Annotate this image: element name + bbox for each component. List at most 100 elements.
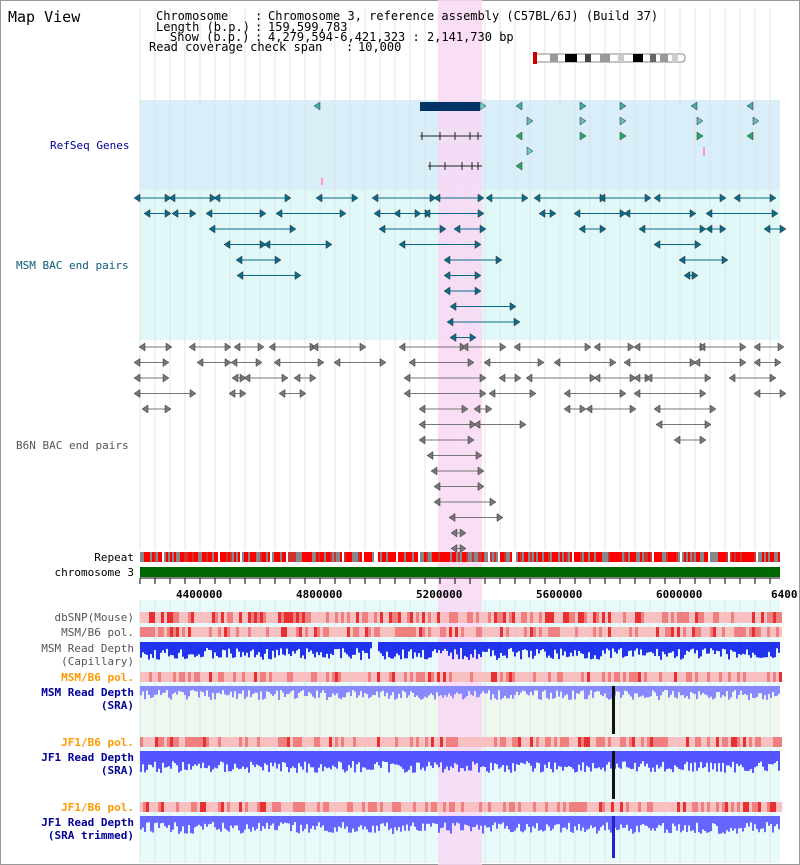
bac-end — [678, 255, 686, 265]
jf1-depth-trim — [736, 816, 738, 834]
jf1-pol-band — [452, 802, 455, 812]
msm-depth-capillary — [484, 642, 486, 653]
track-label-msm-bac[interactable]: MSM BAC end pairs — [16, 259, 129, 272]
jf1-pol-band — [362, 737, 365, 747]
msm-depth-sra — [654, 686, 656, 693]
jf1-pol-band — [770, 802, 773, 812]
jf1-pol-band — [320, 737, 323, 747]
jf1-depth-sra — [726, 751, 728, 766]
repeat-segment — [152, 552, 154, 562]
bac-end — [473, 420, 481, 429]
bac-end — [633, 389, 641, 398]
msm-depth-sra — [690, 686, 692, 693]
repeat-segment — [236, 552, 238, 562]
jf1-depth-trim — [442, 816, 444, 828]
msm-depth-sra — [294, 686, 296, 699]
msm-pol-band — [413, 672, 416, 682]
bac-end — [281, 373, 289, 383]
repeat-segment — [668, 552, 670, 562]
msm-depth-capillary — [632, 642, 634, 657]
dbsnp-band — [272, 612, 275, 623]
msm-depth-capillary — [608, 642, 610, 651]
bac-end — [379, 358, 387, 367]
jf1-pol-band — [167, 802, 170, 812]
jf1-depth-trim — [494, 816, 496, 823]
jf1-depth-trim — [658, 816, 660, 825]
msm-pol-band — [620, 672, 623, 682]
jf1-pol-band — [230, 737, 233, 747]
repeat-segment — [444, 552, 446, 562]
dbsnp-band — [449, 612, 452, 623]
msm-depth-sra — [520, 686, 522, 693]
jf1-depth-trim — [192, 816, 194, 834]
msm-pol-band — [779, 627, 782, 637]
jf1-pol-band — [611, 737, 614, 747]
msm-pol-band — [143, 672, 146, 682]
jf1-depth-sra — [708, 751, 710, 772]
msm-depth-sra — [564, 686, 566, 696]
axis-tick-label: 6400 — [771, 588, 798, 601]
jf1-pol-band — [419, 737, 422, 747]
repeat-segment — [664, 552, 666, 562]
msm-pol-band — [419, 672, 422, 682]
jf1-depth-trim — [294, 816, 296, 823]
jf1-pol-band — [587, 802, 590, 812]
jf1-depth-trim — [552, 816, 554, 829]
jf1-pol-band — [605, 802, 608, 812]
msm-pol-band — [506, 672, 509, 682]
jf1-depth-sra — [772, 751, 774, 765]
jf1-depth-sra — [156, 751, 158, 773]
ideogram-band — [672, 54, 678, 62]
jf1-pol-band — [332, 737, 335, 747]
msm-pol-band — [299, 627, 302, 637]
msm-depth-capillary — [450, 642, 452, 653]
dbsnp-band — [398, 612, 401, 623]
jf1-depth-sra — [774, 751, 776, 763]
msm-pol-band — [314, 672, 317, 682]
jf1-depth-sra — [422, 751, 424, 768]
track-label-b6n-bac[interactable]: B6N BAC end pairs — [16, 439, 129, 452]
msm-depth-capillary — [642, 642, 644, 656]
jf1-depth-trim — [434, 816, 436, 824]
repeat-segment — [606, 552, 608, 562]
jf1-pol-band — [704, 737, 707, 747]
msm-depth-sra — [496, 686, 498, 700]
msm-pol-band — [224, 627, 227, 637]
repeat-segment — [434, 552, 436, 562]
jf1-depth-trim — [516, 816, 518, 828]
jf1-pol-band — [479, 802, 482, 812]
msm-pol-band — [251, 627, 254, 637]
jf1-depth-trim — [616, 816, 618, 831]
jf1-pol-band — [350, 802, 353, 812]
msm-depth-sra — [550, 686, 552, 693]
jf1-pol-band — [206, 802, 209, 812]
repeat-segment — [596, 552, 598, 562]
jf1-pol-band — [545, 737, 548, 747]
jf1-pol-band — [644, 802, 647, 812]
bac-end — [230, 358, 238, 367]
msm-pol-band — [494, 627, 497, 637]
repeat-segment — [316, 552, 318, 562]
jf1-depth-sra — [278, 751, 280, 764]
repeat-segment — [762, 552, 764, 562]
jf1-depth-trim — [548, 816, 550, 827]
jf1-pol-band — [506, 737, 509, 747]
msm-pol-band — [275, 627, 278, 637]
jf1-depth-sra — [632, 751, 634, 769]
msm-depth-sra — [458, 686, 460, 694]
track-label-refseq-genes[interactable]: RefSeq Genes — [50, 139, 130, 152]
repeat-segment — [644, 552, 646, 562]
repeat-segment — [146, 552, 148, 562]
msm-depth-sra — [698, 686, 700, 692]
msm-depth-sra — [376, 686, 378, 692]
msm-depth-capillary — [262, 642, 264, 660]
repeat-segment — [770, 552, 772, 562]
msm-pol-band — [536, 627, 539, 637]
msm-pol-band — [524, 672, 527, 682]
msm-depth-sra — [394, 686, 396, 700]
msm-depth-sra — [290, 686, 292, 692]
jf1-depth-trim — [356, 816, 358, 832]
jf1-depth-trim — [280, 816, 282, 823]
jf1-pol-band — [455, 802, 458, 812]
